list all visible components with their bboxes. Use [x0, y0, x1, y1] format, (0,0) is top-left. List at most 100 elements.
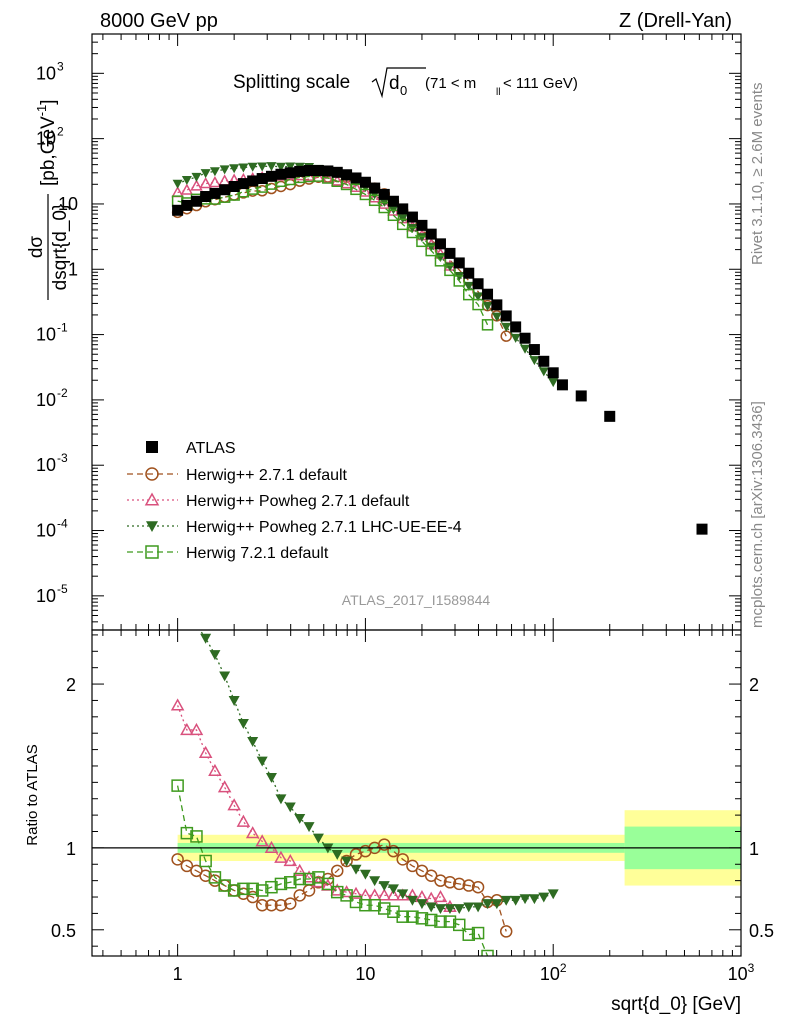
atlas-data-point [528, 344, 540, 356]
series-point-main [349, 180, 363, 193]
title-sqrt-symbol: d [389, 73, 400, 94]
series-point-ratio [462, 879, 475, 892]
ratio-tick-label-left: 0.5 [51, 921, 76, 941]
atlas-data-point [482, 288, 494, 300]
ylabel-units-sup: -1 [34, 105, 49, 117]
legend-marker [146, 521, 158, 532]
series-point-ratio [463, 902, 475, 913]
series-point-ratio [331, 885, 344, 899]
series-point-ratio [443, 915, 457, 928]
series-point-ratio [499, 925, 513, 938]
x-axis-label: sqrt{d_0} [GeV] [611, 994, 741, 1015]
ylabel-numerator: dσ [26, 236, 47, 259]
series-point-ratio [471, 926, 485, 940]
ratio-panel-frame [91, 629, 742, 957]
y-axis-label: dσ dsqrt{d_0} [pb,GeV-1] [26, 99, 71, 300]
y-tick-label: 10 [36, 325, 56, 345]
series-point-ratio [256, 756, 268, 767]
series-point-ratio [406, 859, 419, 873]
atlas-data-point [538, 355, 550, 367]
series-point-ratio [274, 898, 288, 912]
series-point-ratio [198, 745, 213, 759]
legend-marker [144, 492, 160, 506]
atlas-data-point [312, 165, 324, 177]
series-point-main [180, 183, 194, 195]
series-point-ratio [274, 850, 288, 863]
series-point-ratio [510, 895, 522, 906]
legend-item: Herwig 7.2.1 default [127, 545, 329, 562]
series-point-main [444, 264, 456, 277]
series-point-main [208, 175, 222, 188]
series-point-ratio [208, 871, 222, 884]
ratio-tick-label-left: 1 [66, 839, 76, 859]
series-point-main [172, 179, 183, 189]
atlas-data-point [444, 247, 456, 259]
atlas-data-point [331, 166, 343, 178]
series-point-main [275, 162, 286, 172]
series-point-ratio [275, 794, 287, 805]
legend-item: Herwig++ Powheg 2.7.1 default [127, 492, 410, 510]
legend-item: Herwig++ Powheg 2.7.1 LHC-UE-EE-4 [127, 519, 462, 536]
x-tick-label: 103 [728, 961, 755, 984]
series-point-main [219, 165, 230, 175]
series-point-ratio [462, 928, 475, 941]
series-point-ratio [172, 590, 183, 600]
atlas-data-point [556, 379, 568, 391]
series-point-ratio [378, 838, 391, 851]
series-point-ratio [444, 904, 456, 914]
series-point-ratio [255, 884, 269, 897]
series-point-ratio [482, 899, 494, 910]
series-line-main [177, 165, 554, 383]
y-tick-label-sup: -3 [57, 451, 68, 465]
series-point-main [520, 344, 531, 354]
series-point-ratio [294, 813, 306, 824]
x-tick-label-sup: 2 [560, 961, 567, 975]
atlas-data-point [425, 228, 437, 240]
ratio-y-axis-label: Ratio to ATLAS [24, 744, 41, 845]
atlas-data-point [369, 182, 381, 194]
series-point-ratio [341, 856, 353, 867]
ratio-tick-label-left: 2 [66, 675, 76, 695]
series-point-main [209, 167, 220, 177]
series-point-ratio [196, 630, 197, 631]
atlas-data-point [181, 199, 193, 211]
series-point-ratio [171, 779, 184, 792]
header-right: Z (Drell-Yan) [619, 10, 732, 32]
y-tick-label-sup: 3 [57, 59, 64, 73]
series-point-main [199, 176, 212, 189]
series-point-ratio [491, 899, 503, 910]
series-point-ratio [283, 853, 298, 867]
series-point-ratio [208, 763, 222, 777]
title-range-sub: ll [496, 87, 500, 98]
series-point-ratio [359, 898, 372, 912]
y-tick-label-sup: -1 [57, 321, 68, 335]
legend-item: Herwig++ 2.7.1 default [127, 467, 348, 484]
series-point-ratio [255, 834, 269, 847]
series-point-ratio [331, 864, 344, 878]
series-point-ratio [292, 863, 307, 876]
series-point-main [266, 162, 277, 172]
series-point-ratio [378, 881, 390, 892]
series-point-ratio [274, 877, 288, 891]
legend-label: Herwig++ Powheg 2.7.1 LHC-UE-EE-4 [186, 519, 462, 536]
y-tick-label: 10 [58, 194, 78, 214]
atlas-data-point [228, 181, 240, 193]
series-point-ratio [180, 722, 194, 736]
series-point-ratio [434, 874, 447, 887]
title-range-end: < 111 GeV) [503, 75, 578, 92]
atlas-data-point [696, 523, 708, 535]
series-point-ratio [200, 633, 212, 644]
series-point-ratio [472, 902, 484, 913]
series-point-ratio [293, 872, 306, 886]
series-point-ratio [284, 802, 296, 813]
series-point-ratio [190, 830, 203, 843]
series-point-ratio [245, 826, 260, 839]
legend-label: Herwig 7.2.1 default [186, 545, 329, 562]
series-point-main [481, 319, 494, 331]
mcplots-label: mcplots.cern.ch [arXiv:1306.3436] [749, 401, 766, 628]
series-point-ratio [265, 898, 278, 912]
series-point-main [407, 224, 418, 234]
atlas-data-point [350, 172, 362, 184]
series-point-ratio [331, 850, 343, 860]
